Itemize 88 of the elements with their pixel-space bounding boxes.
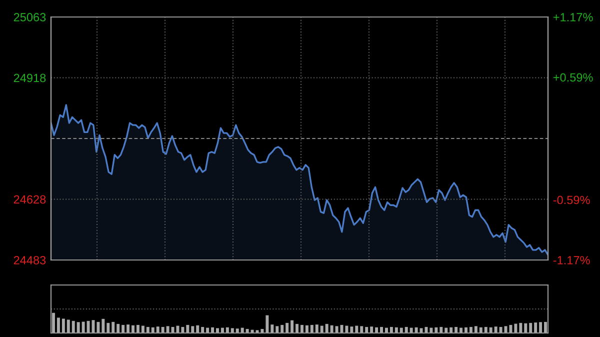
bar <box>514 324 518 333</box>
bar <box>191 326 194 333</box>
bar <box>230 328 234 333</box>
bar <box>529 322 532 333</box>
bar <box>534 322 538 333</box>
bar <box>156 326 160 333</box>
bar <box>414 327 418 333</box>
bar <box>450 327 453 333</box>
bar <box>151 327 154 333</box>
bar <box>211 327 214 333</box>
bar <box>519 322 522 333</box>
bar <box>72 320 75 333</box>
bar <box>544 322 548 333</box>
bar <box>146 326 150 333</box>
bar <box>141 326 144 333</box>
bar <box>181 326 184 333</box>
bar <box>365 326 368 333</box>
bar <box>474 326 478 333</box>
bar <box>360 326 364 333</box>
bar <box>66 320 70 333</box>
bar <box>494 326 498 333</box>
bar <box>315 324 318 333</box>
bar <box>404 326 408 333</box>
bar <box>286 322 289 333</box>
y-tick-label: 25063 <box>14 13 46 22</box>
bar <box>300 324 304 333</box>
bar <box>276 326 279 333</box>
bar <box>161 326 164 333</box>
bar <box>112 322 115 333</box>
bar <box>296 324 299 333</box>
bar <box>454 326 458 333</box>
y2-tick-label: +0.59% <box>553 73 593 82</box>
bar <box>136 324 140 333</box>
bar <box>539 322 542 333</box>
bar <box>375 327 378 333</box>
bar <box>266 315 269 333</box>
bar <box>440 326 443 333</box>
bar <box>56 318 60 333</box>
bar <box>52 312 55 333</box>
bar <box>509 324 512 333</box>
bar <box>186 324 190 333</box>
bar <box>489 327 492 333</box>
bar <box>320 326 324 333</box>
bar <box>370 326 374 333</box>
bar <box>76 322 80 333</box>
bar <box>226 327 229 333</box>
y2-tick-label: -0.59% <box>553 196 590 204</box>
bar <box>270 324 274 333</box>
bar <box>106 322 110 333</box>
bar <box>96 322 100 333</box>
bar <box>335 326 338 333</box>
bar <box>464 327 468 333</box>
bar <box>305 325 308 333</box>
bar <box>330 325 334 333</box>
bar <box>350 326 354 333</box>
bar <box>280 324 284 333</box>
y-tick-label: 24483 <box>14 256 46 264</box>
y2-tick-label: +1.17% <box>553 13 593 22</box>
bar <box>86 320 90 333</box>
bar <box>216 328 219 333</box>
bar <box>196 325 200 333</box>
bar <box>355 326 358 333</box>
bar <box>122 324 125 333</box>
bar <box>484 326 488 333</box>
bar <box>236 328 239 333</box>
y-tick-label: 24918 <box>14 74 46 82</box>
bar <box>310 324 314 333</box>
bar <box>126 324 130 333</box>
bar <box>116 324 120 333</box>
bar <box>102 318 105 333</box>
y2-tick-label: -1.17% <box>553 256 590 264</box>
bar <box>345 326 348 333</box>
bar <box>469 326 472 333</box>
bar <box>201 326 204 333</box>
bar <box>394 327 398 333</box>
bar <box>62 318 65 333</box>
bar <box>380 326 383 333</box>
bar <box>290 320 294 333</box>
bar <box>82 322 85 333</box>
bar <box>434 327 438 333</box>
bar <box>325 324 328 333</box>
bar <box>132 325 134 333</box>
bar <box>479 327 482 333</box>
bar <box>524 323 528 333</box>
bar <box>499 326 502 333</box>
bar <box>390 326 393 333</box>
y-tick-label: 24628 <box>14 195 46 204</box>
bar <box>166 326 170 333</box>
